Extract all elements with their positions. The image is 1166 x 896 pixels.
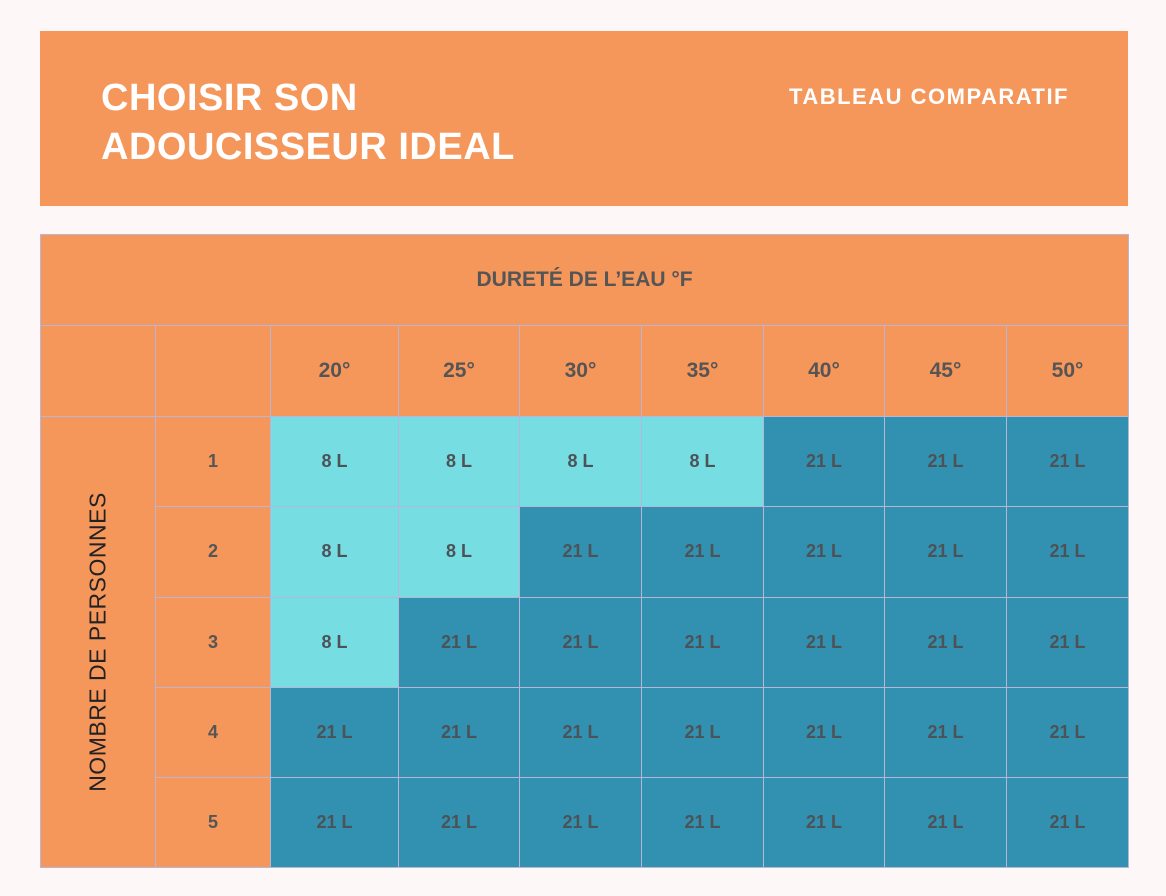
table-row: 2 8 L 8 L 21 L 21 L 21 L 21 L 21 L bbox=[41, 506, 1130, 598]
column-header: 30° bbox=[519, 325, 642, 418]
page-subtitle: TABLEAU COMPARATIF bbox=[789, 84, 1069, 109]
value-cell: 8 L bbox=[270, 416, 399, 508]
header-empty-cell bbox=[40, 325, 156, 418]
value-cell: 21 L bbox=[398, 686, 520, 778]
value-cell: 21 L bbox=[270, 776, 399, 869]
value-cell: 21 L bbox=[519, 686, 642, 778]
value-cell: 21 L bbox=[763, 686, 885, 778]
value-cell: 21 L bbox=[519, 776, 642, 869]
value-cell: 21 L bbox=[641, 776, 764, 869]
value-cell: 21 L bbox=[884, 686, 1007, 778]
value-cell: 21 L bbox=[763, 416, 885, 508]
value-cell: 21 L bbox=[763, 776, 885, 869]
table-title: DURETÉ DE L’EAU °F bbox=[39, 233, 1130, 327]
persons-cell: 2 bbox=[155, 506, 271, 598]
value-cell: 21 L bbox=[884, 416, 1007, 508]
value-cell: 21 L bbox=[763, 596, 885, 688]
column-header: 25° bbox=[398, 325, 520, 418]
value-cell: 21 L bbox=[641, 596, 764, 688]
value-cell: 8 L bbox=[641, 416, 764, 508]
value-cell: 21 L bbox=[398, 776, 520, 869]
value-cell: 8 L bbox=[398, 506, 520, 598]
value-cell: 21 L bbox=[1005, 416, 1130, 508]
comparison-table: DURETÉ DE L’EAU °F 20° 25° 30° 35° 40° 4… bbox=[39, 233, 1130, 869]
persons-cell: 4 bbox=[155, 686, 271, 778]
header-banner: CHOISIR SON ADOUCISSEUR IDEAL TABLEAU CO… bbox=[40, 31, 1128, 206]
value-cell: 21 L bbox=[884, 776, 1007, 869]
value-cell: 21 L bbox=[641, 506, 764, 598]
title-line-1: CHOISIR SON bbox=[101, 77, 358, 119]
value-cell: 21 L bbox=[398, 596, 520, 688]
page-title: CHOISIR SON ADOUCISSEUR IDEAL bbox=[101, 74, 515, 172]
persons-cell: 1 bbox=[155, 416, 271, 508]
value-cell: 8 L bbox=[270, 506, 399, 598]
value-cell: 21 L bbox=[884, 506, 1007, 598]
table-row: 5 21 L 21 L 21 L 21 L 21 L 21 L 21 L bbox=[41, 776, 1130, 869]
column-header: 40° bbox=[763, 325, 885, 418]
value-cell: 8 L bbox=[398, 416, 520, 508]
column-header: 50° bbox=[1005, 325, 1130, 418]
column-header: 20° bbox=[270, 325, 399, 418]
value-cell: 21 L bbox=[1005, 776, 1130, 869]
value-cell: 21 L bbox=[519, 596, 642, 688]
value-cell: 8 L bbox=[270, 596, 399, 688]
value-cell: 8 L bbox=[519, 416, 642, 508]
value-cell: 21 L bbox=[641, 686, 764, 778]
value-cell: 21 L bbox=[1005, 686, 1130, 778]
side-label: NOMBRE DE PERSONNES bbox=[84, 492, 111, 792]
value-cell: 21 L bbox=[1005, 596, 1130, 688]
value-cell: 21 L bbox=[270, 686, 399, 778]
value-cell: 21 L bbox=[884, 596, 1007, 688]
column-header: 35° bbox=[641, 325, 764, 418]
table-row: 3 8 L 21 L 21 L 21 L 21 L 21 L 21 L bbox=[41, 596, 1130, 688]
title-line-2: ADOUCISSEUR IDEAL bbox=[101, 126, 515, 168]
header-empty-cell bbox=[155, 325, 271, 418]
value-cell: 21 L bbox=[1005, 506, 1130, 598]
persons-cell: 5 bbox=[155, 776, 271, 869]
persons-cell: 3 bbox=[155, 596, 271, 688]
table-row: NOMBRE DE PERSONNES 1 8 L 8 L 8 L 8 L 21… bbox=[40, 416, 1130, 868]
column-header: 45° bbox=[884, 325, 1007, 418]
value-cell: 21 L bbox=[519, 506, 642, 598]
value-cell: 21 L bbox=[763, 506, 885, 598]
side-label-cell: NOMBRE DE PERSONNES bbox=[40, 416, 156, 868]
table-row: 4 21 L 21 L 21 L 21 L 21 L 21 L 21 L bbox=[41, 686, 1130, 778]
